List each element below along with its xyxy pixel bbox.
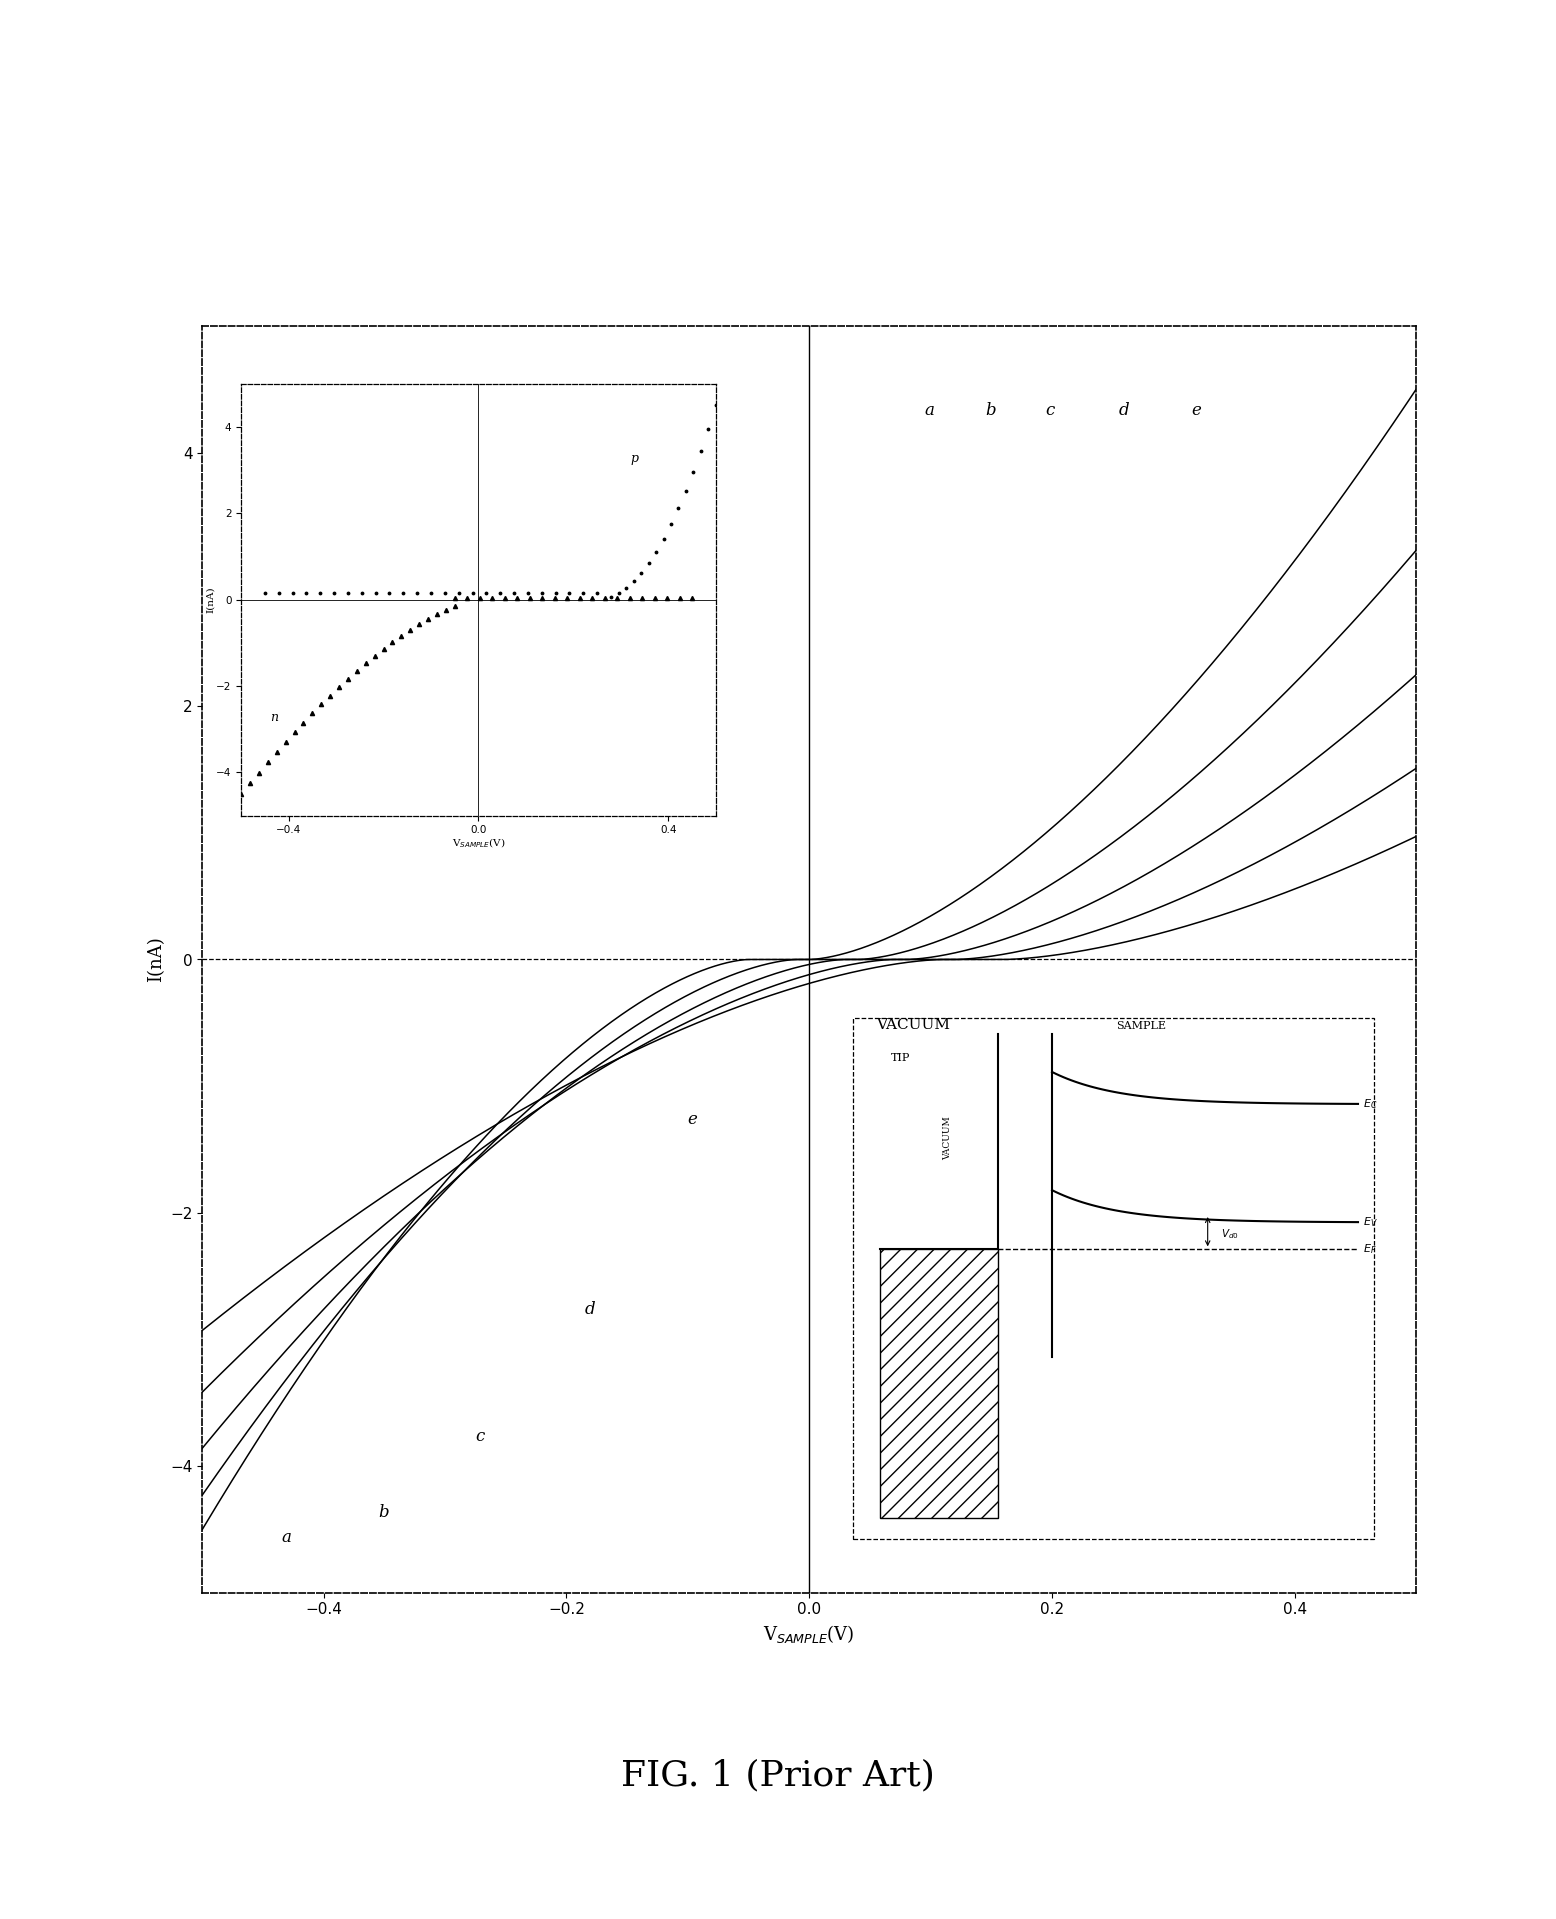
Text: a: a [924,401,934,418]
Text: a: a [282,1529,291,1547]
Text: $E_V$: $E_V$ [1363,1215,1379,1228]
Text: $E_F$: $E_F$ [1363,1242,1377,1257]
Bar [881,1249,999,1518]
X-axis label: V$_{SAMPLE}$(V): V$_{SAMPLE}$(V) [451,837,506,850]
Text: b: b [985,401,996,418]
Text: TIP: TIP [892,1054,910,1063]
Text: $V_{d0}$: $V_{d0}$ [1221,1228,1239,1242]
Text: VACUUM: VACUUM [943,1117,952,1159]
Text: e: e [1192,401,1201,418]
Text: d: d [585,1301,596,1318]
Y-axis label: I(nA): I(nA) [146,936,165,983]
Text: e: e [688,1111,697,1128]
Text: p: p [630,451,638,464]
Text: c: c [475,1428,484,1445]
Text: c: c [1046,401,1055,418]
Y-axis label: I(nA): I(nA) [205,587,215,612]
Text: SAMPLE: SAMPLE [1117,1021,1167,1031]
Text: FIG. 1 (Prior Art): FIG. 1 (Prior Art) [621,1758,935,1792]
Text: d: d [1119,401,1130,418]
Text: $E_C$: $E_C$ [1363,1098,1377,1111]
X-axis label: V$_{SAMPLE}$(V): V$_{SAMPLE}$(V) [764,1623,854,1645]
Text: n: n [269,710,277,723]
Text: b: b [378,1504,389,1520]
Text: VACUUM: VACUUM [876,1019,949,1032]
